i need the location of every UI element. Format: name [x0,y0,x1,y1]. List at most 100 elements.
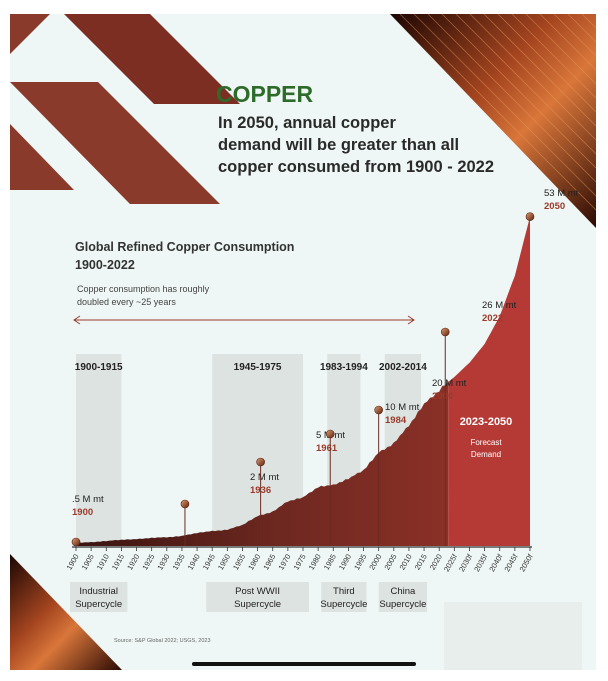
annotation-value: .5 M mt [72,494,104,505]
band-bottom-panel [321,582,367,612]
annotation-year: 2022 [482,313,503,324]
headline-line-3: copper consumed from 1900 - 2022 [218,158,494,176]
band-bottom-label: China [390,586,416,597]
annotation-value: 53 M mt [544,188,579,199]
band-range-label: 1900-1915 [75,362,123,373]
forecast-sub-line-2: Demand [471,450,501,459]
x-tick-label: 1990 [337,553,353,572]
x-tick-label: 2030f [457,552,475,574]
band-bottom-panel [378,582,428,612]
x-tick-label: 2050f [518,552,536,574]
band-bottom-label: Third [333,586,355,597]
chart-note-line-1: Copper consumption has roughly [77,284,210,294]
band-range-label: 1945-1975 [234,362,282,373]
x-tick-label: 1995 [352,553,368,572]
wire-strand [413,14,596,197]
x-axis: 1900190519101915192019251930193519401945… [65,547,536,574]
wire-strand [441,14,596,169]
annotation-value: 10 M mt [385,402,420,413]
wire-strand [497,14,596,113]
copper-wire-bottom-left [10,554,122,670]
x-tick-label: 2010 [398,553,414,572]
x-tick-label: 2025f [442,552,460,574]
decorative-chevrons [10,14,240,204]
x-tick-label: 2040f [487,552,505,574]
x-tick-label: 1950 [216,553,232,572]
x-tick-label: 1945 [201,553,217,572]
wire-strand [539,14,596,71]
annotation-value: 2 M mt [250,472,279,483]
annotation-year: 2000 [432,391,453,402]
x-tick-label: 1980 [307,553,323,572]
band-bottom-label: Supercycle [75,599,122,610]
wire-strand [567,14,596,43]
forecast-range-label: 2023-2050 [460,416,513,428]
annotation-dot [440,327,450,337]
x-tick-label: 1920 [125,553,141,572]
annotation-dot [525,212,535,221]
band-bottom-label: Post WWII [235,586,280,597]
annotation-year: 1984 [385,415,407,426]
infographic-card: COPPER In 2050, annual copper demand wil… [10,14,596,670]
wire-strand [469,14,596,141]
x-tick-label: 2045f [502,552,520,574]
x-tick-label: 1925 [140,553,156,572]
annotation-dot [256,457,265,467]
annotation-year: 2050 [544,201,565,212]
x-tick-label: 1935 [171,553,187,572]
x-tick-label: 2015 [413,553,429,572]
x-tick-label: 2000 [367,553,383,572]
x-tick-label: 1905 [80,553,96,572]
footer-panel [444,602,582,670]
annotation-year: 1900 [72,507,93,518]
history-area [76,380,449,546]
annotation-value: 20 M mt [432,378,467,389]
band-bottom-label: Supercycle [379,599,426,610]
band-bottom-label: Supercycle [234,599,281,610]
x-tick-label: 1965 [261,553,277,572]
wire-strand [525,14,596,85]
doubling-arrow [73,315,415,325]
wire-strand [581,14,596,29]
chart-title-line-1: Global Refined Copper Consumption [75,240,294,254]
copper-wire-top-right [390,14,596,228]
annotation-value: 26 M mt [482,300,517,311]
x-tick-label: 2035f [472,552,490,574]
x-tick-label: 1955 [231,553,247,572]
band-range-label: 2002-2014 [379,362,427,373]
x-tick-label: 1975 [292,553,308,572]
wire-strand [511,14,596,99]
wire-strand [455,14,596,155]
headline-line-1: In 2050, annual copper [218,114,396,132]
band-bottom-panel [70,582,128,612]
wire-strand [399,14,596,211]
x-tick-label: 1985 [322,553,338,572]
chart-note-line-2: doubled every ~25 years [77,297,176,307]
annotation-dot [374,405,383,415]
wire-strand [553,14,596,57]
x-tick-label: 1940 [186,553,202,572]
band-bottom-label: Industrial [79,586,118,597]
headline-line-2: demand will be greater than all [218,136,459,154]
annotation-dot [71,537,81,547]
wire-strand [483,14,596,127]
x-tick-label: 1970 [276,553,292,572]
x-tick-label: 1900 [65,553,81,572]
forecast-area [448,216,530,546]
plot-area [72,216,532,548]
forecast-sub-line-1: Forecast [470,438,502,447]
supercycle-band [76,354,122,546]
x-tick-label: 1910 [95,553,111,572]
supercycle-labels: Industrial Supercycle Post WWII Supercycle T… [70,582,428,612]
x-tick-label: 1930 [155,553,171,572]
band-range-label: 1983-1994 [320,362,368,373]
annotation-dot [180,499,190,509]
copper-infographic: COPPER In 2050, annual copper demand wil… [10,14,596,670]
x-tick-label: 1915 [110,553,126,572]
page-title: COPPER [216,81,314,107]
home-indicator [192,662,416,666]
chart-title-line-2: 1900-2022 [75,258,135,272]
band-bottom-label: Supercycle [320,599,367,610]
